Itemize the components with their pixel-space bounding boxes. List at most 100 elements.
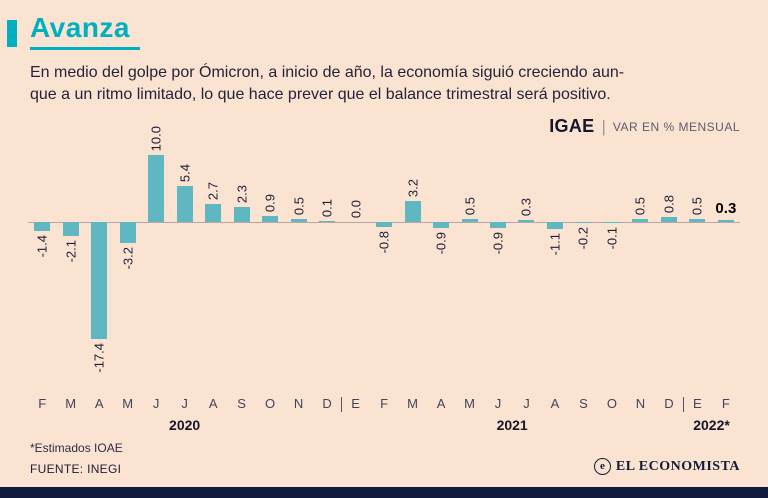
bar xyxy=(518,220,535,222)
bar-column: -1.1 xyxy=(541,100,569,400)
month-label: D xyxy=(322,396,332,411)
bar-value-label: 0.5 xyxy=(632,196,648,215)
bar-column: -0.1 xyxy=(598,100,626,400)
month-label: A xyxy=(208,396,218,411)
bar xyxy=(575,222,592,223)
month-label: E xyxy=(351,396,360,411)
month-label: F xyxy=(38,396,47,411)
brand-name: EL ECONOMISTA xyxy=(615,458,740,474)
chart-title: IGAE xyxy=(549,116,595,136)
page-title: Avanza xyxy=(30,12,141,50)
description-line-1: En medio del golpe por Ómicron, a inicio… xyxy=(30,64,625,81)
bar-column: 2.7 xyxy=(199,100,227,400)
bar xyxy=(546,222,563,229)
bar-column: -0.2 xyxy=(569,100,597,400)
bar-value-label: -0.9 xyxy=(490,232,506,255)
year-separator xyxy=(683,397,685,412)
bar-column: -0.8 xyxy=(370,100,398,400)
month-label: D xyxy=(664,396,674,411)
month-label: F xyxy=(721,396,730,411)
bar-column: 0.1 xyxy=(313,100,341,400)
bar xyxy=(632,219,649,222)
bar-value-label: 0.3 xyxy=(518,197,534,216)
year-label: 2022* xyxy=(693,417,730,433)
bar-column: 0.0 xyxy=(341,100,369,400)
bar-value-label: -17.4 xyxy=(91,343,107,373)
bar xyxy=(461,219,478,222)
bar xyxy=(91,222,108,339)
bar-column: 0.3 xyxy=(512,100,540,400)
bar-value-label: 2.3 xyxy=(234,184,250,203)
bar xyxy=(62,222,79,236)
bar-value-label: 0.5 xyxy=(689,196,705,215)
bar-column: 0.5 xyxy=(455,100,483,400)
month-label: O xyxy=(265,396,276,411)
bar-column: 0.5 xyxy=(284,100,312,400)
bar-value-label: -3.2 xyxy=(120,247,136,270)
month-label: J xyxy=(523,396,530,411)
month-label: J xyxy=(152,396,160,411)
bar xyxy=(233,207,250,222)
year-axis: 2020 2021 2022* xyxy=(28,417,740,435)
bar-column: -1.4 xyxy=(28,100,56,400)
month-label: A xyxy=(94,396,104,411)
month-label: E xyxy=(693,396,702,411)
bar xyxy=(660,217,677,222)
bar-value-label: 0.1 xyxy=(319,198,335,217)
bar-column: 0.9 xyxy=(256,100,284,400)
year-separator xyxy=(341,397,343,412)
month-label: F xyxy=(380,396,389,411)
bar-value-label: -2.1 xyxy=(63,240,79,263)
bar xyxy=(433,222,450,228)
month-label: M xyxy=(407,396,418,411)
year-label: 2021 xyxy=(496,417,528,433)
bar-value-label: -1.4 xyxy=(34,235,50,258)
bar xyxy=(262,216,279,222)
bar-value-label: 0.8 xyxy=(661,194,677,213)
bar-value-label: 0.3 xyxy=(715,200,737,217)
bar-value-label: -0.9 xyxy=(433,232,449,255)
bottom-bar xyxy=(0,487,768,498)
el-economista-logo: e EL ECONOMISTA xyxy=(593,458,740,475)
month-label: M xyxy=(122,396,134,411)
source-label: FUENTE: INEGI xyxy=(30,462,122,476)
bar xyxy=(319,221,336,222)
bar-value-label: 0.5 xyxy=(462,196,477,215)
month-label: J xyxy=(181,396,188,411)
bar-column: -3.2 xyxy=(113,100,141,400)
bar-column: 5.4 xyxy=(170,100,198,400)
bar xyxy=(148,155,165,222)
bar xyxy=(34,222,51,231)
bar-value-label: -0.1 xyxy=(604,227,620,250)
bar-column: -17.4 xyxy=(85,100,113,400)
economista-e-icon: e xyxy=(593,458,611,475)
bar-value-label: -1.1 xyxy=(547,233,563,256)
month-label: A xyxy=(436,396,446,411)
bar xyxy=(603,222,620,223)
bar-value-label: -0.8 xyxy=(376,231,392,254)
bar-value-label: 0.0 xyxy=(348,199,364,218)
bar-column: 0.8 xyxy=(655,100,683,400)
month-label: O xyxy=(606,396,617,411)
bar-chart: -1.4 -2.1 -17.4 -3.2 10.0 5.4 2.7 2.3 0.9 0.5 0.1 0… xyxy=(28,100,740,400)
bar-value-label: 5.4 xyxy=(177,163,193,182)
chart-header: IGAE | VAR EN % MENSUAL xyxy=(549,116,740,137)
month-label: M xyxy=(65,396,77,411)
month-label: M xyxy=(464,396,475,411)
bar xyxy=(176,186,193,222)
description: En medio del golpe por Ómicron, a inicio… xyxy=(30,62,745,106)
bar-column: 0.5 xyxy=(683,100,711,400)
bar-column: -0.9 xyxy=(484,100,512,400)
bar xyxy=(205,204,222,222)
bar xyxy=(404,201,421,222)
bar-value-label: 2.7 xyxy=(205,181,221,200)
bar xyxy=(717,220,734,222)
bar xyxy=(119,222,136,243)
bar xyxy=(376,222,393,227)
bar-value-label: 3.2 xyxy=(405,178,421,197)
bar-value-label: 0.5 xyxy=(291,196,307,215)
month-label: J xyxy=(494,396,502,411)
bar-column: 3.2 xyxy=(398,100,426,400)
bar-column: -2.1 xyxy=(56,100,84,400)
